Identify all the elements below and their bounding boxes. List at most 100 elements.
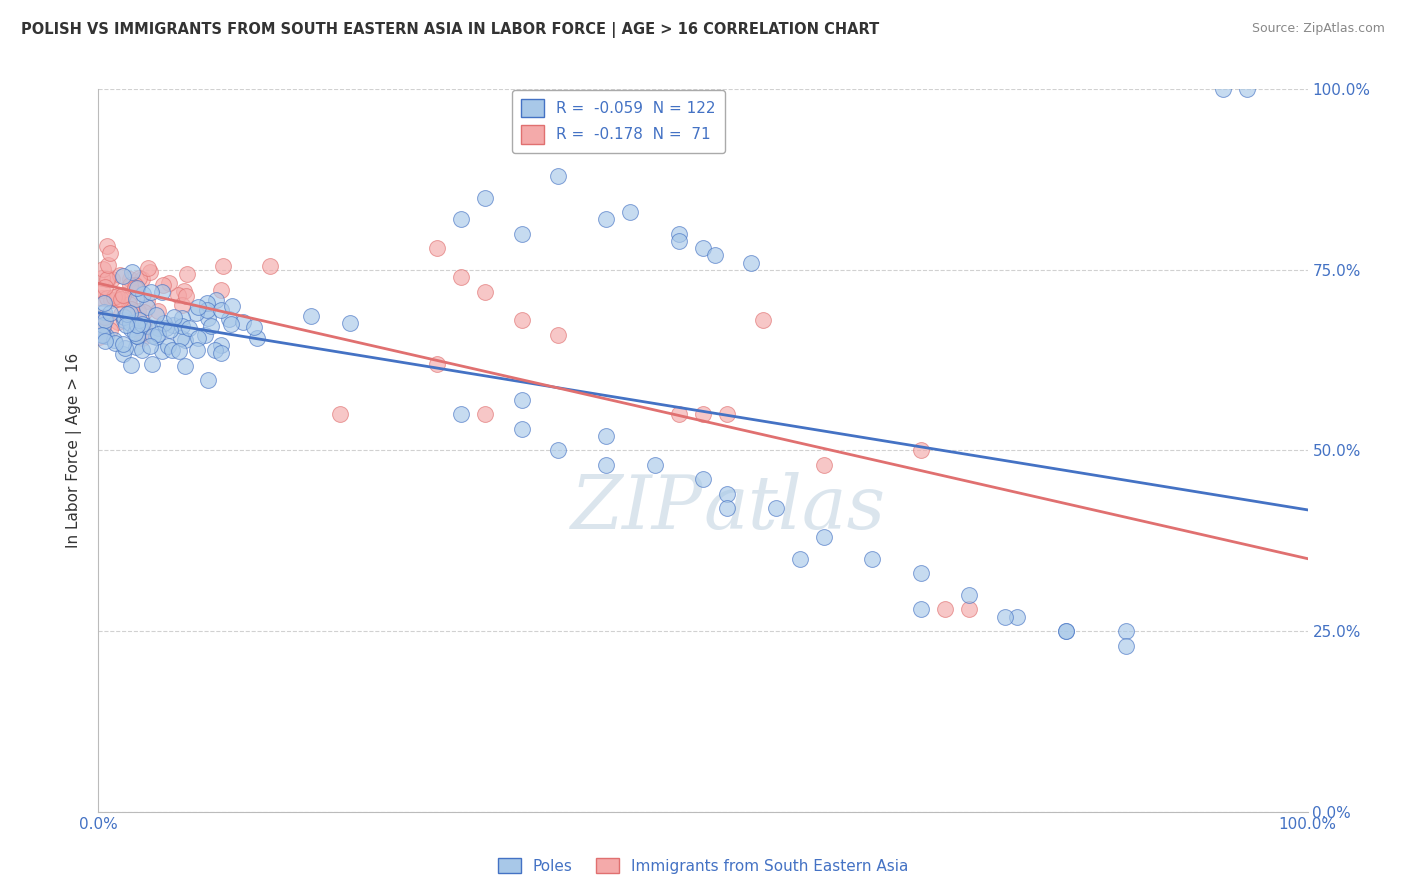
Point — [118, 292, 141, 306]
Point — [142, 329, 165, 343]
Point — [139, 338, 162, 352]
Point — [118, 316, 141, 330]
Point — [547, 443, 569, 458]
Point — [136, 294, 159, 309]
Point — [93, 318, 115, 332]
Point — [103, 334, 125, 348]
Point — [339, 316, 361, 330]
Point — [117, 307, 139, 321]
Point — [145, 330, 167, 344]
Point — [716, 487, 738, 501]
Point — [1007, 609, 1029, 624]
Point — [204, 343, 226, 357]
Point — [94, 313, 117, 327]
Point — [187, 300, 209, 314]
Point — [301, 310, 323, 324]
Point — [125, 328, 148, 343]
Point — [121, 265, 143, 279]
Legend: R =  -0.059  N = 122, R =  -0.178  N =  71: R = -0.059 N = 122, R = -0.178 N = 71 — [512, 89, 725, 153]
Point — [910, 566, 932, 581]
Y-axis label: In Labor Force | Age > 16: In Labor Force | Age > 16 — [66, 353, 83, 548]
Point — [94, 334, 117, 348]
Point — [136, 319, 159, 334]
Point — [195, 303, 218, 318]
Point — [692, 241, 714, 255]
Point — [957, 588, 980, 602]
Point — [176, 267, 198, 281]
Point — [96, 258, 118, 272]
Point — [91, 262, 114, 277]
Point — [173, 333, 195, 347]
Point — [139, 265, 162, 279]
Point — [139, 285, 162, 299]
Point — [146, 304, 169, 318]
Point — [160, 343, 183, 357]
Point — [704, 248, 727, 262]
Point — [221, 299, 243, 313]
Point — [150, 285, 173, 299]
Point — [813, 530, 835, 544]
Point — [668, 234, 690, 248]
Point — [96, 272, 118, 286]
Point — [162, 318, 184, 333]
Point — [170, 298, 193, 312]
Point — [112, 310, 135, 324]
Point — [167, 344, 190, 359]
Point — [218, 311, 240, 326]
Text: ZIP: ZIP — [571, 472, 703, 544]
Point — [426, 241, 449, 255]
Point — [131, 272, 153, 286]
Text: POLISH VS IMMIGRANTS FROM SOUTH EASTERN ASIA IN LABOR FORCE | AGE > 16 CORRELATI: POLISH VS IMMIGRANTS FROM SOUTH EASTERN … — [21, 22, 879, 38]
Point — [752, 313, 775, 327]
Point — [197, 311, 219, 326]
Point — [209, 303, 232, 318]
Point — [450, 270, 472, 285]
Point — [120, 277, 142, 292]
Point — [124, 278, 146, 293]
Point — [644, 458, 666, 472]
Point — [93, 296, 115, 310]
Point — [155, 320, 177, 334]
Point — [94, 310, 117, 325]
Point — [197, 373, 219, 387]
Point — [159, 322, 181, 336]
Point — [110, 292, 132, 306]
Text: atlas: atlas — [703, 472, 886, 544]
Point — [125, 292, 148, 306]
Point — [195, 296, 218, 310]
Point — [97, 271, 120, 285]
Point — [145, 308, 167, 322]
Point — [510, 227, 533, 241]
Point — [93, 328, 115, 343]
Point — [172, 318, 194, 333]
Point — [98, 245, 121, 260]
Point — [163, 310, 186, 324]
Point — [96, 238, 118, 252]
Point — [246, 331, 269, 345]
Point — [125, 318, 148, 332]
Point — [91, 291, 114, 305]
Point — [112, 313, 135, 327]
Point — [595, 212, 617, 227]
Point — [173, 284, 195, 298]
Legend: Poles, Immigrants from South Eastern Asia: Poles, Immigrants from South Eastern Asi… — [492, 852, 914, 880]
Point — [134, 305, 156, 319]
Point — [104, 336, 127, 351]
Point — [595, 429, 617, 443]
Point — [146, 321, 169, 335]
Point — [1115, 639, 1137, 653]
Point — [94, 280, 117, 294]
Point — [125, 340, 148, 354]
Point — [131, 343, 153, 357]
Point — [101, 272, 124, 286]
Point — [957, 602, 980, 616]
Point — [132, 287, 155, 301]
Point — [93, 305, 115, 319]
Point — [934, 602, 956, 616]
Point — [1212, 82, 1234, 96]
Point — [91, 283, 114, 297]
Point — [90, 271, 112, 285]
Point — [94, 328, 117, 343]
Point — [98, 323, 121, 337]
Point — [124, 281, 146, 295]
